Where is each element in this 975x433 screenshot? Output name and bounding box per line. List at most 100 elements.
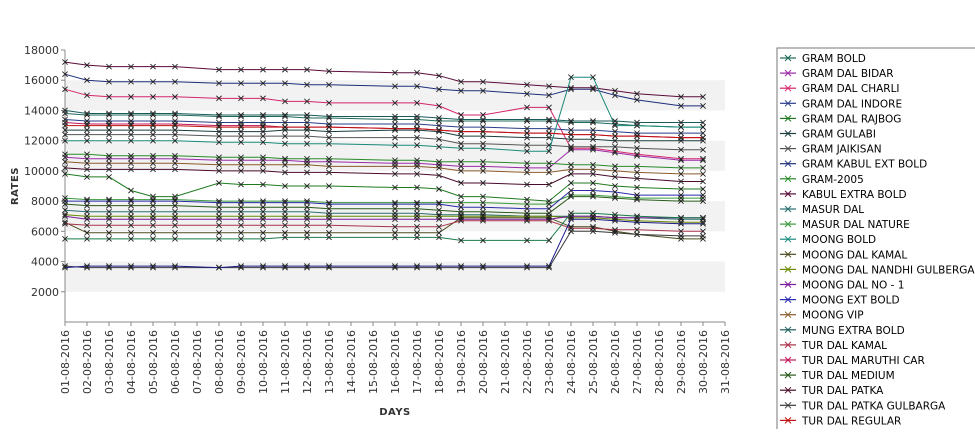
data-point xyxy=(304,204,310,211)
data-point xyxy=(106,216,112,223)
x-tick-label: 15-08-2016 xyxy=(367,330,380,394)
data-point xyxy=(260,229,266,236)
data-point xyxy=(62,158,68,165)
data-point xyxy=(590,143,596,150)
data-point xyxy=(524,160,530,167)
data-point xyxy=(590,84,596,91)
data-point xyxy=(700,170,706,177)
data-point xyxy=(106,229,112,236)
y-tick-label: 16000 xyxy=(24,74,59,87)
data-point xyxy=(326,99,332,106)
data-point xyxy=(150,152,156,159)
data-point xyxy=(84,137,90,144)
data-point xyxy=(260,222,266,229)
data-point xyxy=(612,217,618,224)
legend-label: TUR DAL KAMAL xyxy=(801,340,887,352)
data-point xyxy=(414,234,420,241)
data-point xyxy=(546,83,552,90)
data-point xyxy=(62,59,68,66)
data-point xyxy=(260,112,266,118)
series-lines xyxy=(62,59,706,271)
data-point xyxy=(238,208,244,215)
data-point xyxy=(568,193,574,200)
data-point xyxy=(216,180,222,186)
data-point xyxy=(62,264,68,271)
data-point xyxy=(238,66,244,73)
series-line xyxy=(62,71,706,109)
data-point xyxy=(172,216,178,223)
data-point xyxy=(216,124,222,130)
legend-marker xyxy=(784,266,792,273)
data-point xyxy=(260,235,266,242)
data-point xyxy=(392,142,398,149)
data-point xyxy=(128,187,134,194)
data-point xyxy=(612,133,618,140)
data-point xyxy=(414,113,420,120)
data-point xyxy=(612,137,618,144)
data-point xyxy=(414,184,420,191)
x-tick-label: 17-08-2016 xyxy=(411,330,424,394)
data-point xyxy=(480,163,486,170)
data-point xyxy=(150,63,156,70)
data-point xyxy=(216,235,222,242)
legend-marker xyxy=(784,296,792,303)
data-point xyxy=(238,181,244,188)
series-line xyxy=(62,131,706,153)
x-tick-label: 12-08-2016 xyxy=(301,330,314,394)
data-point xyxy=(436,216,442,223)
data-point xyxy=(84,235,90,242)
legend-marker xyxy=(784,190,792,198)
data-point xyxy=(700,130,706,137)
data-point xyxy=(634,231,640,238)
data-point xyxy=(84,151,90,158)
data-point xyxy=(84,166,90,173)
data-point xyxy=(282,133,288,140)
data-point xyxy=(392,83,398,90)
data-point xyxy=(150,235,156,242)
data-point xyxy=(150,208,156,215)
data-point xyxy=(612,143,618,150)
data-point xyxy=(480,140,486,147)
data-point xyxy=(304,229,310,236)
data-point xyxy=(414,69,420,76)
legend-marker xyxy=(784,235,792,243)
data-point xyxy=(524,90,530,97)
data-point xyxy=(612,211,618,218)
data-point xyxy=(480,263,486,270)
data-point xyxy=(546,130,552,137)
x-tick-label: 14-08-2016 xyxy=(345,330,358,394)
data-point xyxy=(634,90,640,97)
data-point xyxy=(282,66,288,73)
series-path xyxy=(65,125,703,139)
data-point xyxy=(392,263,398,270)
data-point xyxy=(326,81,332,88)
data-point xyxy=(700,228,706,235)
data-point xyxy=(458,180,464,186)
data-point xyxy=(260,199,266,206)
data-point xyxy=(260,80,266,87)
data-point xyxy=(128,263,134,270)
data-point xyxy=(106,166,112,173)
data-point xyxy=(304,199,310,206)
data-point xyxy=(238,263,244,270)
data-point xyxy=(436,72,442,79)
data-point xyxy=(326,169,332,176)
data-point xyxy=(326,134,332,141)
series-line xyxy=(62,216,706,271)
data-point xyxy=(216,80,222,87)
data-point xyxy=(678,198,684,205)
data-point xyxy=(546,160,552,167)
data-point xyxy=(62,71,68,78)
data-point xyxy=(84,160,90,167)
data-point xyxy=(62,220,68,227)
data-point xyxy=(590,118,596,124)
data-point xyxy=(458,217,464,224)
data-point xyxy=(590,210,596,217)
data-point xyxy=(304,133,310,140)
data-point xyxy=(634,213,640,220)
data-point xyxy=(128,235,134,242)
data-point xyxy=(524,217,530,224)
data-point xyxy=(392,163,398,170)
data-point xyxy=(238,139,244,146)
data-point xyxy=(612,148,618,155)
